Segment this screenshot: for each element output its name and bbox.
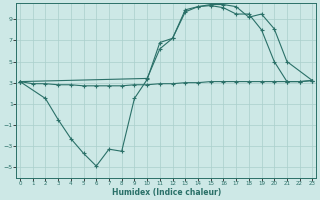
X-axis label: Humidex (Indice chaleur): Humidex (Indice chaleur) [112, 188, 221, 197]
